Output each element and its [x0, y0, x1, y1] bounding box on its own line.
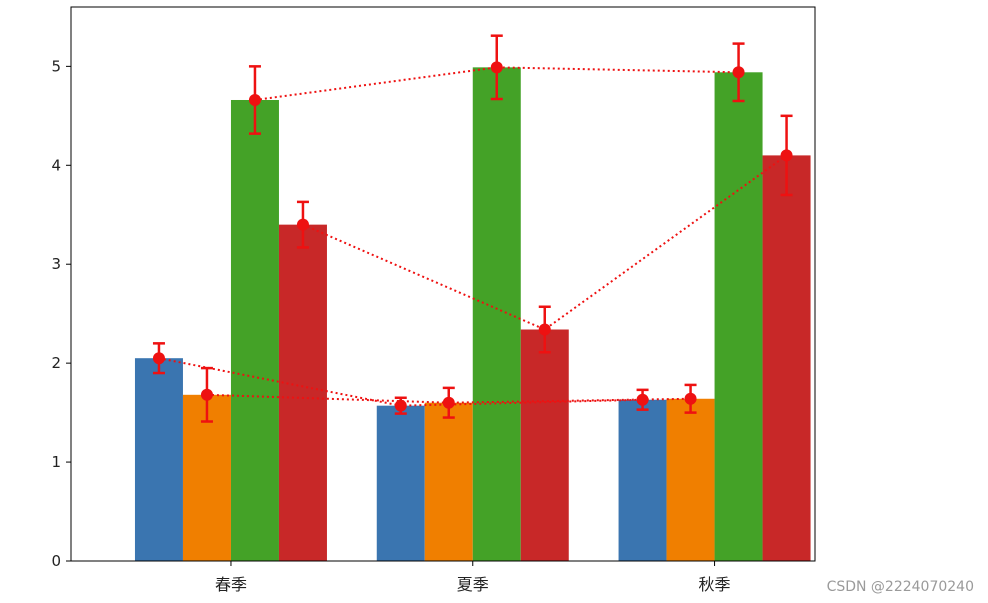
bar-s1-1 [134, 358, 183, 561]
error-marker-s2-1 [200, 388, 213, 401]
error-marker-s4-2 [538, 323, 551, 336]
y-tick-label-1: 1 [51, 453, 61, 471]
bar-s4-1 [278, 224, 327, 561]
series-3-connector-line [254, 66, 739, 101]
error-marker-s3-1 [248, 93, 261, 106]
error-marker-s2-2 [442, 396, 455, 409]
y-tick-label-5: 5 [51, 57, 61, 75]
bar-s2-3 [666, 398, 715, 561]
bar-s4-3 [762, 155, 811, 561]
bar-s3-2 [472, 67, 521, 561]
x-tick-label-1: 春季 [215, 575, 247, 594]
y-tick-label-4: 4 [51, 156, 61, 174]
bar-s3-3 [714, 72, 763, 562]
y-tick-label-0: 0 [51, 552, 61, 570]
error-marker-s4-3 [780, 149, 793, 162]
x-tick-label-2: 夏季 [457, 575, 489, 594]
watermark-text: CSDN @2224070240 [826, 579, 974, 595]
bar-s1-2 [376, 405, 425, 561]
y-tick-label-3: 3 [51, 255, 61, 273]
bar-s3-1 [230, 99, 279, 561]
error-marker-s1-2 [394, 399, 407, 412]
error-marker-s1-1 [152, 352, 165, 365]
error-marker-s1-3 [636, 393, 649, 406]
error-marker-s4-1 [296, 218, 309, 231]
x-tick-label-3: 秋季 [699, 575, 731, 594]
bar-s2-2 [424, 402, 473, 561]
error-marker-s3-2 [490, 61, 503, 74]
error-marker-s2-3 [684, 392, 697, 405]
y-tick-label-2: 2 [51, 354, 61, 372]
bar-s1-3 [618, 399, 667, 561]
plot-frame [70, 6, 816, 562]
error-marker-s3-3 [732, 66, 745, 79]
series-4-connector-line [302, 154, 788, 331]
bar-s4-2 [520, 329, 569, 561]
